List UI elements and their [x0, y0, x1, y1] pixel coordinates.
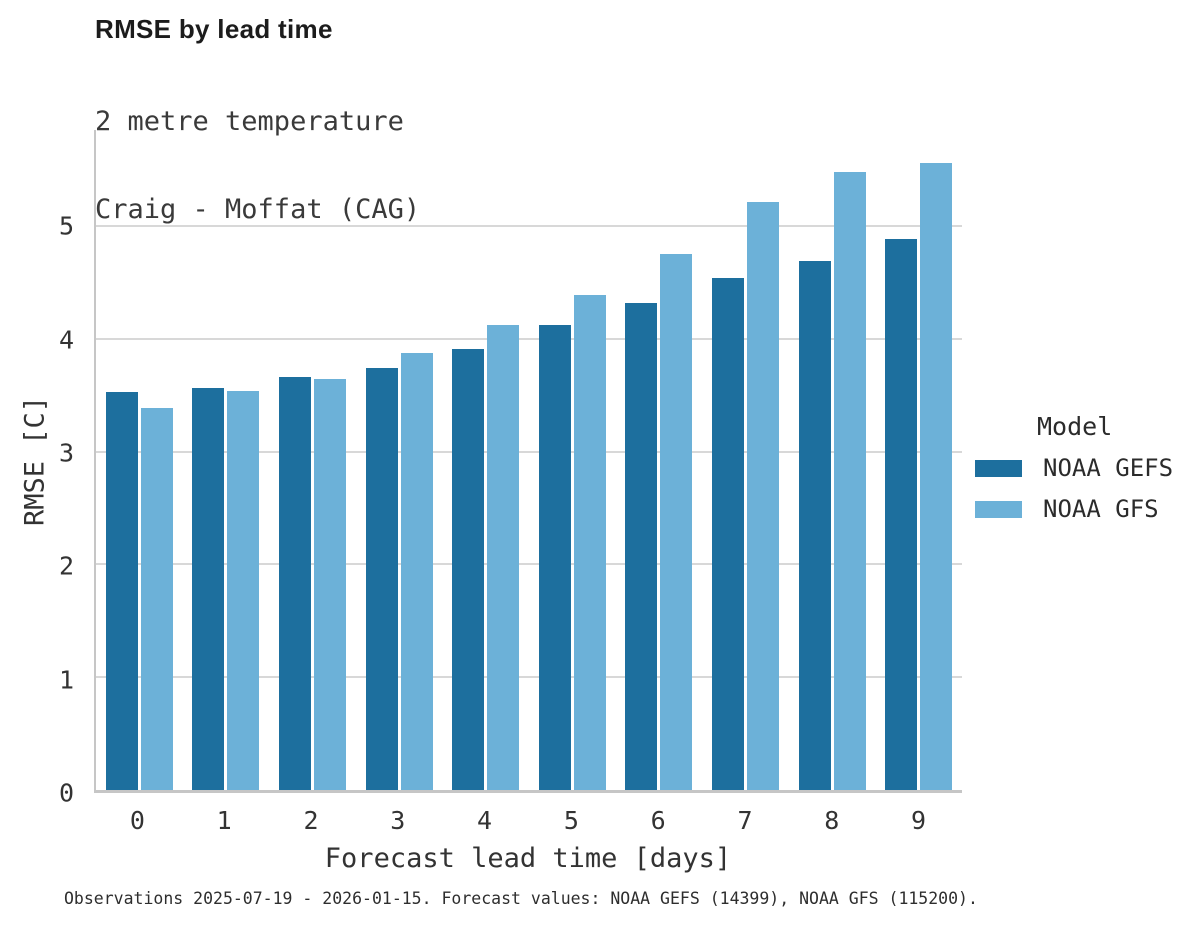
gridline-4	[96, 337, 962, 340]
bar-noaa-gfs-day4	[487, 325, 520, 790]
y-tick-label-1: 1	[58, 665, 74, 695]
x-tick-label-2: 2	[303, 806, 319, 835]
bar-group-8	[789, 130, 876, 790]
x-tick-label-8: 8	[824, 806, 840, 835]
bar-noaa-gefs-day6	[625, 302, 658, 790]
legend-swatch-noaa-gefs-icon	[975, 459, 1022, 477]
bar-noaa-gfs-day2	[313, 379, 346, 790]
bar-noaa-gefs-day9	[885, 239, 918, 790]
bar-noaa-gefs-day0	[105, 391, 138, 790]
legend-label-noaa-gefs: NOAA GEFS	[1043, 454, 1174, 482]
bar-noaa-gfs-day1	[227, 390, 260, 790]
x-axis: 0 1 2 3 4 5 6 7 8 9	[94, 806, 962, 835]
chart-subtitle-variable: 2 metre temperature	[95, 106, 404, 138]
bar-group-6	[616, 130, 703, 790]
bar-noaa-gfs-day3	[400, 353, 433, 790]
bar-group-3	[356, 130, 443, 790]
x-tick-label-3: 3	[390, 806, 406, 835]
y-tick-label-3: 3	[58, 438, 74, 468]
bar-noaa-gefs-day5	[538, 325, 571, 790]
bar-group-1	[183, 130, 270, 790]
chart-subtitle-station: Craig - Moffat (CAG)	[95, 193, 421, 225]
x-tick-label-9: 9	[911, 806, 927, 835]
y-tick-label-4: 4	[58, 325, 74, 355]
bar-noaa-gfs-day5	[573, 294, 606, 790]
y-tick-label-0: 0	[58, 778, 74, 808]
legend: Model NOAA GEFS NOAA GFS	[975, 412, 1173, 523]
legend-label-noaa-gfs: NOAA GFS	[1043, 495, 1159, 523]
y-axis-label: RMSE [C]	[19, 395, 51, 527]
bar-noaa-gfs-day7	[746, 202, 779, 790]
bar-group-7	[702, 130, 789, 790]
bar-noaa-gefs-day8	[798, 260, 831, 790]
bar-noaa-gefs-day3	[365, 368, 398, 790]
legend-entry-noaa-gfs: NOAA GFS	[975, 495, 1173, 523]
x-tick-label-0: 0	[129, 806, 145, 835]
bar-noaa-gfs-day9	[920, 162, 953, 790]
x-tick-label-5: 5	[563, 806, 579, 835]
bar-group-2	[269, 130, 356, 790]
bar-group-9	[875, 130, 962, 790]
footer-note: Observations 2025-07-19 - 2026-01-15. Fo…	[64, 889, 978, 908]
chart-title: RMSE by lead time	[95, 14, 333, 44]
gridline-5	[96, 224, 962, 227]
legend-title: Model	[1037, 412, 1113, 441]
legend-entry-noaa-gefs: NOAA GEFS	[975, 454, 1173, 482]
bar-noaa-gefs-day7	[711, 277, 744, 790]
y-axis: 0 1 2 3 4 5	[0, 130, 86, 806]
legend-swatch-noaa-gfs-icon	[975, 500, 1022, 518]
bar-group-5	[529, 130, 616, 790]
x-axis-label: Forecast lead time [days]	[324, 843, 732, 874]
gridline-2	[96, 563, 962, 566]
chart-header: RMSE by lead time 2 metre temperature Cr…	[95, 14, 420, 282]
bar-noaa-gfs-day6	[660, 254, 693, 790]
gridline-1	[96, 676, 962, 679]
bar-noaa-gfs-day0	[140, 407, 173, 790]
y-tick-label-2: 2	[58, 551, 74, 581]
bar-noaa-gefs-day2	[278, 377, 311, 790]
bar-noaa-gefs-day4	[452, 348, 485, 790]
x-tick-label-1: 1	[216, 806, 232, 835]
gridlines	[96, 130, 962, 790]
plot-area	[94, 130, 962, 793]
bar-group-0	[96, 130, 183, 790]
bar-groups	[96, 130, 962, 790]
bar-noaa-gfs-day8	[833, 171, 866, 790]
bar-noaa-gefs-day1	[192, 388, 225, 790]
x-tick-label-7: 7	[737, 806, 753, 835]
bar-group-4	[442, 130, 529, 790]
y-tick-label-5: 5	[58, 211, 74, 241]
x-tick-label-6: 6	[650, 806, 666, 835]
gridline-3	[96, 450, 962, 453]
x-tick-label-4: 4	[477, 806, 493, 835]
